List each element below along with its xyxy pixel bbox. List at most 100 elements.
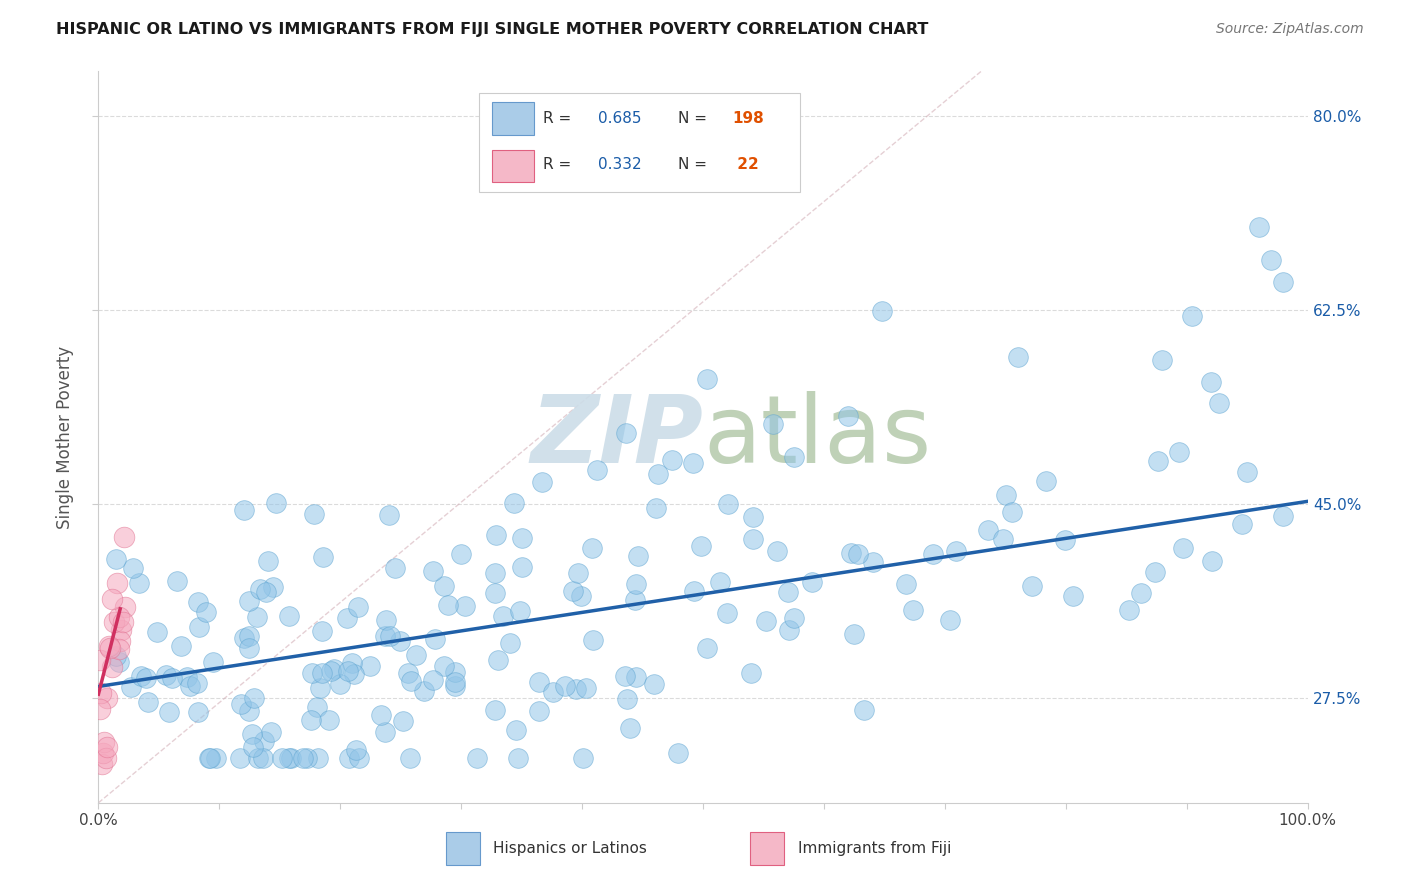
Point <box>162 671 184 685</box>
Point <box>742 533 765 547</box>
Point <box>344 743 367 757</box>
Point <box>278 608 301 623</box>
Point <box>444 675 467 690</box>
Point <box>901 603 924 617</box>
Point <box>696 372 718 386</box>
Point <box>783 611 806 625</box>
Point <box>253 733 276 747</box>
Point <box>305 700 328 714</box>
Point <box>581 541 603 556</box>
Point <box>256 554 278 568</box>
Point <box>778 623 800 637</box>
Point <box>564 681 586 696</box>
Point <box>374 725 396 739</box>
Point <box>1062 590 1084 604</box>
Point <box>229 751 252 765</box>
Point <box>1130 585 1153 599</box>
Point <box>1167 444 1189 458</box>
Point <box>696 641 718 656</box>
Point <box>1152 352 1174 367</box>
Point <box>616 692 638 706</box>
Point <box>1199 375 1222 389</box>
Point <box>108 634 131 648</box>
Text: HISPANIC OR LATINO VS IMMIGRANTS FROM FIJI SINGLE MOTHER POVERTY CORRELATION CHA: HISPANIC OR LATINO VS IMMIGRANTS FROM FI… <box>56 22 928 37</box>
Point <box>1171 541 1194 556</box>
Point <box>853 703 876 717</box>
Point <box>506 751 529 765</box>
Point <box>1201 554 1223 568</box>
Point <box>627 549 650 563</box>
Point <box>716 606 738 620</box>
Point <box>1053 533 1076 548</box>
Point <box>249 582 271 597</box>
Point <box>661 453 683 467</box>
Point <box>783 450 806 464</box>
Point <box>1021 579 1043 593</box>
Point <box>554 680 576 694</box>
Point <box>260 724 283 739</box>
Point <box>945 544 967 558</box>
Point <box>240 727 263 741</box>
Point <box>238 629 260 643</box>
Point <box>105 576 128 591</box>
Point <box>98 640 121 655</box>
Point <box>114 600 136 615</box>
Point <box>465 751 488 765</box>
Point <box>433 658 456 673</box>
Point <box>101 659 124 673</box>
Point <box>800 574 823 589</box>
Point <box>1000 505 1022 519</box>
Point <box>837 409 859 423</box>
Point <box>486 652 509 666</box>
Point <box>1272 275 1295 289</box>
Point <box>187 620 209 634</box>
Point <box>623 593 645 607</box>
Point <box>450 547 472 561</box>
Point <box>247 751 270 765</box>
Point <box>405 648 427 662</box>
Point <box>624 670 647 684</box>
Point <box>252 751 274 765</box>
Point <box>709 575 731 590</box>
Point <box>312 549 335 564</box>
Point <box>187 595 209 609</box>
Point <box>105 552 128 566</box>
Point <box>399 751 422 765</box>
Point <box>94 751 117 765</box>
Point <box>1249 219 1271 234</box>
Point <box>197 751 219 765</box>
Point <box>179 679 201 693</box>
Point <box>370 708 392 723</box>
Point <box>484 586 506 600</box>
Point <box>567 566 589 580</box>
Point <box>200 751 222 765</box>
Point <box>512 560 534 574</box>
Point <box>505 723 527 738</box>
Point <box>91 746 114 760</box>
Point <box>422 564 444 578</box>
Point <box>388 634 411 648</box>
Point <box>89 653 111 667</box>
Text: Source: ZipAtlas.com: Source: ZipAtlas.com <box>1216 22 1364 37</box>
Point <box>311 666 333 681</box>
Point <box>569 589 592 603</box>
Point <box>233 503 256 517</box>
Point <box>232 632 254 646</box>
Point <box>716 497 738 511</box>
Point <box>157 705 180 719</box>
Point <box>301 665 323 680</box>
Point <box>295 751 318 765</box>
Point <box>432 579 454 593</box>
Point <box>683 583 706 598</box>
Point <box>347 751 370 765</box>
Point <box>586 463 609 477</box>
Point <box>503 496 526 510</box>
Point <box>93 735 115 749</box>
Point <box>1007 350 1029 364</box>
Point <box>508 604 530 618</box>
Point <box>755 614 778 628</box>
Point <box>89 702 111 716</box>
Point <box>1147 454 1170 468</box>
Point <box>492 609 515 624</box>
Point <box>499 636 522 650</box>
